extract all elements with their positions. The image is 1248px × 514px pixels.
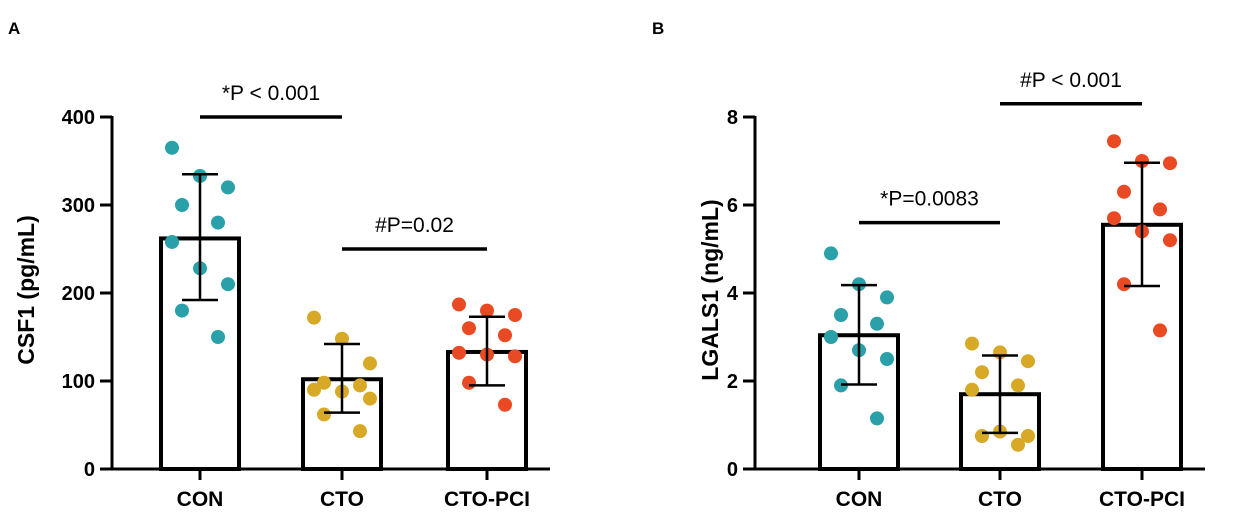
data-point-cto [965,382,979,397]
x-tick-label: CON [836,488,883,511]
data-point-con [880,290,894,305]
data-point-cto [975,365,989,380]
data-point-cto [1011,378,1025,393]
data-point-cto [353,378,367,393]
data-point-con [165,140,179,155]
data-point-con [221,180,235,195]
y-tick-label: 8 [727,107,738,129]
y-tick-label: 100 [62,371,95,393]
significance-label: #P=0.02 [375,214,454,237]
data-point-cto-pci [1163,156,1177,171]
data-point-cto [1011,437,1025,452]
data-point-cto-pci [1163,233,1177,248]
data-point-cto-pci [480,303,494,318]
data-point-cto-pci [452,345,466,360]
data-point-cto [363,356,377,371]
data-point-cto-pci [498,328,512,343]
data-point-cto [1021,354,1035,369]
data-point-con [175,198,189,212]
data-point-cto-pci [508,349,522,364]
data-point-cto-pci [462,375,476,390]
data-point-con [165,234,179,249]
data-point-cto [335,331,349,346]
data-point-con [211,215,225,230]
y-axis-title: LGALS1 (ng/mL) [697,199,723,380]
significance-label: #P < 0.001 [1020,69,1122,92]
data-point-cto-pci [1107,211,1121,226]
data-point-cto [307,382,321,397]
data-point-cto [965,336,979,351]
data-point-cto-pci [1117,277,1131,292]
data-point-cto-pci [1153,323,1167,338]
data-point-cto-pci [508,308,522,322]
panel-label: A [8,19,20,38]
y-tick-label: 2 [727,371,738,393]
data-point-con [211,330,225,344]
x-tick-label: CON [177,488,224,511]
x-tick-label: CTO [320,488,364,511]
data-point-con [870,316,884,331]
data-point-con [870,411,884,426]
data-point-cto-pci [1135,154,1149,168]
significance-label: *P=0.0083 [880,188,979,211]
data-point-cto-pci [1107,134,1121,149]
data-point-cto [1021,429,1035,443]
data-point-cto [317,375,331,390]
y-tick-label: 400 [62,107,95,129]
data-point-con [824,330,838,344]
data-point-cto-pci [462,321,476,336]
data-point-cto [307,310,321,325]
data-point-cto-pci [1117,184,1131,199]
data-point-cto [363,391,377,406]
data-point-cto-pci [1153,202,1167,217]
y-tick-label: 0 [84,459,95,481]
data-point-cto [317,407,331,422]
panel-label: B [652,19,664,38]
y-tick-label: 6 [727,195,738,217]
data-point-cto [353,424,367,439]
data-point-cto-pci [452,297,466,312]
data-point-con [880,352,894,366]
data-point-con [824,246,838,261]
significance-label: *P < 0.001 [222,82,320,105]
y-tick-label: 300 [62,195,95,217]
x-tick-label: CTO-PCI [444,488,530,511]
data-point-cto-pci [498,397,512,412]
y-axis-title: CSF1 (pg/mL) [13,215,39,365]
chart-panel-b: B 0 2 4 6 8 LGALS1 (ng/mL) CON CTO CTO-PCI *P=0.00… [652,19,1205,511]
data-point-con [834,308,848,322]
chart-panel-a: A 0 100 200 300 400 CSF1 (pg/mL) CON CTO CTO-PCI *… [8,19,550,511]
x-tick-label: CTO-PCI [1099,488,1185,511]
y-tick-label: 200 [62,283,95,305]
data-point-cto [975,429,989,443]
y-tick-label: 0 [727,459,738,481]
x-tick-label: CTO [978,488,1022,511]
data-point-con [175,303,189,318]
y-tick-label: 4 [727,283,739,305]
data-point-con [221,277,235,292]
